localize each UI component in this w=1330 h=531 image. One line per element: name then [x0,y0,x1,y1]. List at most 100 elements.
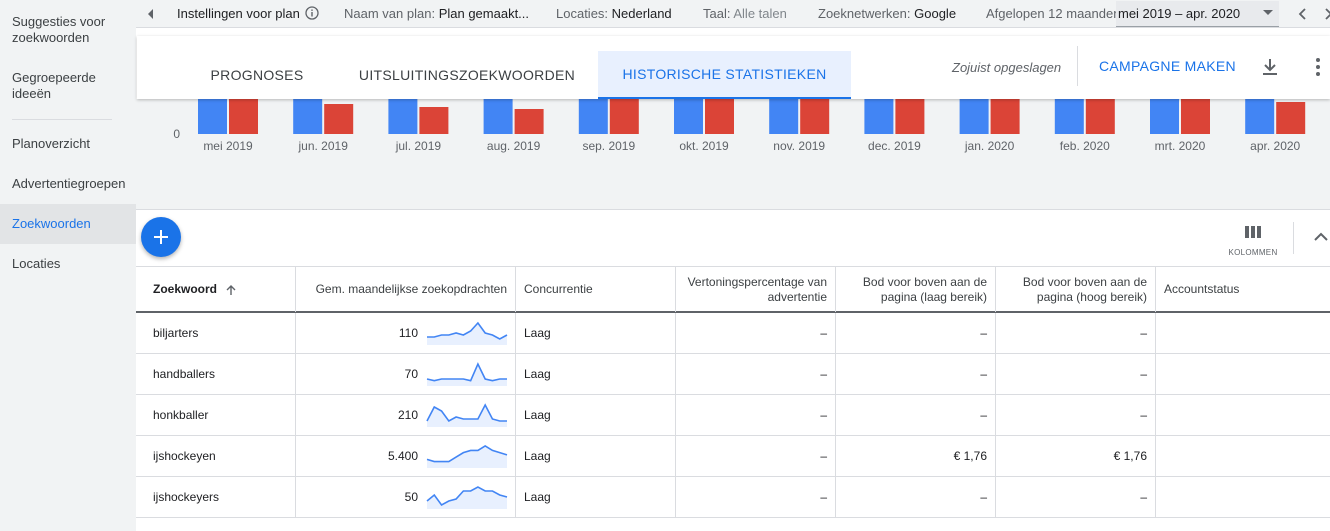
trend-sparkline[interactable] [426,321,508,345]
table-row[interactable]: honkballer 210 Laag – – – [136,395,1330,436]
plan-settings-label: Instellingen voor plan [177,6,300,21]
chevron-up-icon[interactable] [1312,228,1330,246]
sidebar-item-label: Gegroepeerde ideeën [12,70,96,101]
cell-account-status [1156,354,1330,394]
cell-trend [426,436,516,476]
bar-series-2[interactable] [1085,99,1115,134]
bar-series-1[interactable] [674,99,703,134]
bar-series-2[interactable] [990,99,1020,134]
tab-label: PROGNOSES [210,67,304,83]
table-row[interactable]: biljarters 110 Laag – – – [136,313,1330,354]
header-competition[interactable]: Concurrentie [516,267,676,312]
bar-series-2[interactable] [1181,99,1210,134]
bar-series-1[interactable] [1245,99,1275,134]
bar-series-2[interactable] [705,99,734,134]
cell-bid-low: – [836,354,996,394]
sparkline-line [427,321,508,340]
dropdown-arrow-icon [1263,10,1273,15]
header-label: Vertoningspercentage van advertentie [687,274,827,304]
tab-negative-keywords[interactable]: UITSLUITINGSZOEKWOORDEN [352,51,582,99]
header-account-status[interactable]: Accountstatus [1156,267,1330,312]
bar-series-2[interactable] [1276,102,1306,134]
x-tick-label: apr. 2020 [1250,139,1300,153]
bar-series-1[interactable] [1150,99,1179,134]
collapse-settings-button[interactable] [136,0,166,28]
date-range-select[interactable]: mei 2019 – apr. 2020 [1116,1,1279,27]
bar-series-1[interactable] [864,99,894,134]
cell-bid-high: – [996,395,1156,435]
bar-series-2[interactable] [800,99,830,134]
scroll-left-button[interactable] [1288,0,1318,28]
bar-series-2[interactable] [609,99,639,134]
cell-account-status [1156,313,1330,353]
sidebar: Suggesties voor zoekwoorden Gegroepeerde… [0,0,136,531]
sidebar-item-keyword-suggestions[interactable]: Suggesties voor zoekwoorden [0,14,136,46]
cell-monthly-searches: 70 [404,367,418,381]
download-icon[interactable] [1259,56,1281,78]
bar-series-2[interactable] [514,109,544,134]
tab-forecasts[interactable]: PROGNOSES [177,51,337,99]
cell-competition: Laag [516,354,676,394]
tab-label: HISTORISCHE STATISTIEKEN [622,66,827,82]
header-bid-high[interactable]: Bod voor boven aan de pagina (hoog berei… [996,267,1156,312]
plan-name-label: Naam van plan: [344,6,436,21]
cell-impression-share: – [676,313,836,353]
sidebar-item-grouped-ideas[interactable]: Gegroepeerde ideeën [0,70,136,102]
more-options-icon[interactable] [1307,56,1329,78]
bar-series-1[interactable] [769,99,799,134]
sidebar-item-keywords[interactable]: Zoekwoorden [0,204,136,244]
bar-series-2[interactable] [229,99,258,134]
bar-series-1[interactable] [483,99,513,134]
sidebar-item-plan-overview[interactable]: Planoverzicht [0,136,136,152]
saved-status: Zojuist opgeslagen [952,60,1062,75]
plan-settings-bar: Instellingen voor plan Naam van plan: Pl… [136,0,1330,28]
plan-settings-title[interactable]: Instellingen voor plan [177,6,320,22]
header-label: Bod voor boven aan de pagina (laag berei… [862,274,987,304]
header-monthly-searches[interactable]: Gem. maandelijkse zoekopdrachten [296,267,516,312]
x-tick-label: aug. 2019 [487,139,541,153]
scroll-right-button[interactable] [1313,0,1330,28]
historical-chart: 0 mei 2019 jun. 2019 jul. 2019 aug. 2019 sep.… [136,99,1330,210]
cell-impression-share: – [676,395,836,435]
cell-monthly-searches: 110 [398,326,418,340]
language-setting[interactable]: Taal: Alle talen [703,6,787,22]
trend-sparkline[interactable] [426,403,508,427]
info-icon[interactable] [305,6,320,20]
bar-series-1[interactable] [1054,99,1084,134]
bar-series-2[interactable] [895,99,925,134]
cell-competition: Laag [516,436,676,476]
plan-name-setting[interactable]: Naam van plan: Plan gemaakt... [344,6,529,22]
bar-series-1[interactable] [959,99,989,134]
cell-trend [426,313,516,353]
columns-button[interactable]: KOLOMMEN [1225,222,1281,260]
cell-bid-low: – [836,477,996,517]
bar-series-1[interactable] [578,99,608,134]
cell-keyword: ijshockeyers [136,477,296,517]
header-keyword[interactable]: Zoekwoord [136,267,296,312]
trend-sparkline[interactable] [426,444,508,468]
header-bid-low[interactable]: Bod voor boven aan de pagina (laag berei… [836,267,996,312]
tab-historical-statistics[interactable]: HISTORISCHE STATISTIEKEN [598,51,851,99]
bar-series-2[interactable] [324,104,354,134]
table-row[interactable]: handballers 70 Laag – – – [136,354,1330,395]
bar-series-1[interactable] [293,99,323,134]
search-networks-setting[interactable]: Zoeknetwerken: Google [818,6,956,22]
x-tick-label: okt. 2019 [679,139,729,153]
sidebar-item-label: Planoverzicht [12,136,91,151]
sparkline-area [427,446,507,468]
tab-bar: PROGNOSES UITSLUITINGSZOEKWOORDEN HISTOR… [137,36,1330,99]
sidebar-item-ad-groups[interactable]: Advertentiegroepen [0,176,136,192]
locations-setting[interactable]: Locaties: Nederland [556,6,672,22]
trend-sparkline[interactable] [426,485,508,509]
header-impression-share[interactable]: Vertoningspercentage van advertentie [676,267,836,312]
table-row[interactable]: ijshockeyen 5.400 Laag – € 1,76 € 1,76 [136,436,1330,477]
bar-series-2[interactable] [419,107,449,134]
sidebar-item-locations[interactable]: Locaties [0,256,136,272]
bar-series-1[interactable] [388,99,418,134]
trend-sparkline[interactable] [426,362,508,386]
sort-ascending-icon[interactable] [225,284,237,296]
add-keyword-button[interactable] [141,217,181,257]
bar-series-1[interactable] [198,99,227,134]
create-campaign-button[interactable]: CAMPAGNE MAKEN [1099,58,1236,74]
table-row[interactable]: ijshockeyers 50 Laag – – – [136,477,1330,518]
